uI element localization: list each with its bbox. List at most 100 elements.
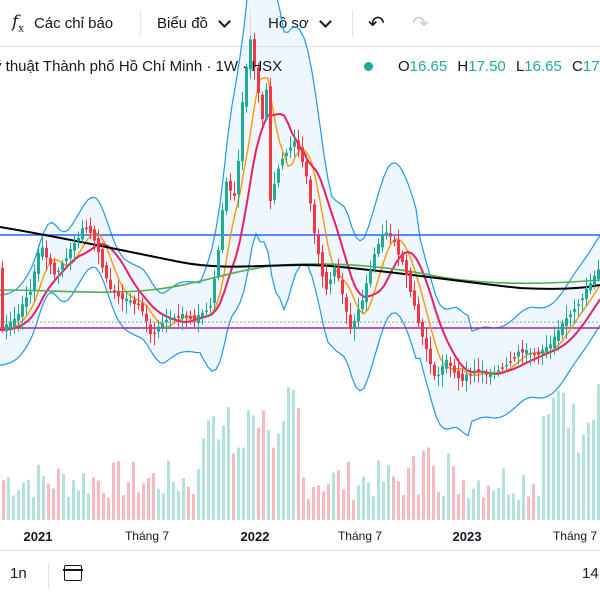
volume-bar [462, 480, 465, 520]
candle-body [525, 350, 528, 354]
candle-body [57, 270, 60, 273]
candle-body [345, 297, 348, 312]
volume-bar [252, 415, 255, 520]
candle-body [369, 269, 372, 284]
bottom-toolbar: 1n 14 [0, 550, 600, 601]
candle-body [349, 314, 352, 329]
candle-body [225, 181, 228, 211]
volume-bar [92, 477, 95, 520]
volume-bar [127, 482, 130, 520]
volume-bar [597, 384, 600, 520]
volume-bar [212, 416, 215, 520]
candle-body [117, 290, 120, 297]
candle-body [113, 290, 116, 293]
candle-body [181, 313, 184, 319]
volume-bar [12, 495, 15, 520]
volume-bar [402, 494, 405, 520]
volume-bar [237, 447, 240, 520]
price-chart[interactable] [0, 0, 600, 550]
indicators-button[interactable]: fx Các chỉ báo [12, 0, 113, 46]
high-value: 17.50 [468, 58, 506, 75]
candle-body [97, 238, 100, 253]
volume-bar [572, 404, 575, 520]
candle-body [53, 262, 56, 275]
candle-body [201, 312, 204, 318]
candle-body [597, 269, 600, 279]
volume-bar [352, 499, 355, 520]
candle-body [545, 346, 548, 352]
candle-body [277, 168, 280, 183]
candle-body [321, 252, 324, 277]
close-value: 17.5 [582, 58, 600, 75]
volume-bar [527, 496, 530, 520]
bollinger-lower [0, 232, 600, 437]
volume-bar [417, 494, 420, 520]
time-axis[interactable]: 2021 Tháng 7 2022 Tháng 7 2023 Tháng 7 [0, 520, 600, 550]
candle-body [329, 279, 332, 284]
undo-button[interactable]: ↶ [368, 0, 385, 46]
candle-body [5, 324, 8, 332]
volume-bar [437, 492, 440, 520]
volume-bar [82, 473, 85, 520]
candle-body [81, 228, 84, 240]
candle-body [385, 232, 388, 235]
candle-body [189, 315, 192, 319]
volume-bar [297, 408, 300, 520]
indicators-label: Các chỉ báo [33, 14, 114, 32]
volume-bar [27, 479, 30, 520]
candle-body [65, 258, 68, 262]
volume-bar [132, 461, 135, 520]
candle-body [309, 179, 312, 204]
candle-body [61, 263, 64, 271]
symbol-title[interactable]: ỹ thuật Thành phố Hồ Chí Minh · 1W · HSX [0, 58, 283, 75]
candle-body [433, 364, 436, 376]
function-icon: fx [12, 11, 24, 35]
volume-bar [187, 486, 190, 520]
volume-bar [357, 485, 360, 520]
candle-body [237, 160, 240, 195]
volume-bar [317, 485, 320, 520]
volume-bar [112, 462, 115, 520]
candle-body [105, 265, 108, 279]
candle-body [325, 272, 328, 290]
chart-type-button[interactable]: Biểu đồ [157, 0, 231, 46]
candle-body [445, 359, 448, 369]
candle-body [85, 227, 88, 230]
candle-body [229, 180, 232, 191]
candle-body [89, 225, 92, 233]
volume-bar [272, 447, 275, 520]
low-value: 16.65 [524, 58, 562, 75]
candle-body [497, 370, 500, 372]
volume-bar [57, 468, 60, 520]
volume-bar [392, 476, 395, 520]
toolbar-divider [352, 10, 353, 36]
candle-body [409, 270, 412, 292]
candle-body [173, 317, 176, 319]
candle-body [417, 304, 420, 324]
toolbar-divider [48, 563, 49, 589]
volume-bar [227, 407, 230, 520]
candle-body [281, 158, 284, 166]
profile-button[interactable]: Hồ sơ [268, 0, 332, 46]
volume-bar [337, 470, 340, 520]
time-tick: 2021 [23, 529, 53, 544]
candle-body [593, 275, 596, 285]
volume-bar [157, 488, 160, 520]
candle-body [145, 313, 148, 322]
volume-bar [142, 483, 145, 520]
candle-body [361, 300, 364, 310]
calendar-icon[interactable] [63, 565, 83, 581]
candle-body [165, 320, 168, 323]
candle-body [13, 318, 16, 327]
volume-bar [322, 491, 325, 520]
candle-body [585, 288, 588, 299]
timeframe-button[interactable]: 1n [10, 565, 27, 582]
volume-bar [302, 477, 305, 520]
candle-body [185, 315, 188, 318]
redo-button[interactable]: ↷ [412, 0, 429, 46]
candle-body [73, 242, 76, 251]
candle-body [17, 314, 20, 321]
candle-body [569, 314, 572, 317]
volume-bar [532, 483, 535, 520]
candle-body [125, 298, 128, 302]
